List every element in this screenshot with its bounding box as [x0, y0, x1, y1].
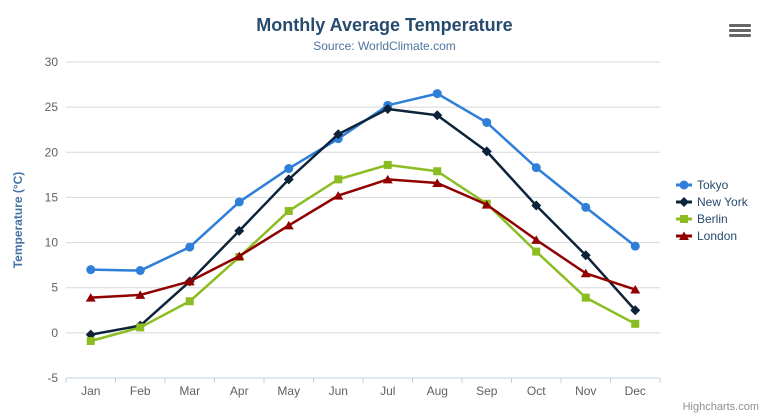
hamburger-menu-icon [729, 23, 751, 27]
data-point-london-jun[interactable] [333, 191, 344, 200]
data-point-tokyo-jan[interactable] [86, 265, 96, 275]
x-axis-tick-label: Aug [427, 384, 448, 398]
y-axis-tick-label: 25 [45, 100, 59, 114]
hamburger-menu-icon [729, 28, 751, 32]
x-axis-tick-label: Sep [476, 384, 498, 398]
data-point-berlin-jul[interactable] [383, 160, 392, 169]
x-axis-tick-label: May [277, 384, 300, 398]
data-point-tokyo-sep[interactable] [482, 117, 492, 127]
data-point-london-nov[interactable] [580, 268, 591, 278]
data-point-berlin-nov[interactable] [581, 293, 590, 302]
data-point-berlin-may[interactable] [284, 206, 293, 215]
data-point-new-york-may[interactable] [283, 174, 294, 185]
data-point-london-jul[interactable] [382, 174, 393, 184]
data-point-london-sep[interactable] [481, 200, 492, 209]
data-point-tokyo-feb[interactable] [135, 266, 145, 276]
data-point-london-apr[interactable] [234, 251, 245, 261]
data-point-tokyo-may[interactable] [284, 164, 294, 174]
legend-item-label: Berlin [697, 212, 728, 226]
data-point-london-may[interactable] [283, 220, 294, 230]
data-point-new-york-oct[interactable] [531, 200, 542, 211]
x-axis-tick-label: Apr [230, 384, 249, 398]
data-point-london-aug[interactable] [432, 178, 443, 187]
export-menu-button[interactable] [726, 19, 754, 41]
x-axis-tick-label: Feb [130, 384, 151, 398]
data-point-new-york-aug[interactable] [432, 110, 443, 121]
y-axis-tick-label: 30 [45, 55, 59, 69]
y-axis-tick-label: 0 [51, 326, 58, 340]
data-point-london-feb[interactable] [135, 290, 146, 299]
legend-item-label: New York [697, 195, 749, 209]
data-point-new-york-apr[interactable] [234, 225, 245, 236]
y-axis-tick-label: 10 [45, 236, 59, 250]
x-axis-tick-label: Nov [575, 384, 596, 398]
y-axis-title: Temperature (°C) [11, 172, 25, 269]
data-point-tokyo-aug[interactable] [432, 89, 442, 99]
data-point-new-york-jul[interactable] [382, 103, 393, 114]
series-line-tokyo [89, 92, 637, 272]
data-point-berlin-oct[interactable] [532, 247, 541, 256]
x-axis-tick-label: Mar [179, 384, 200, 398]
chart-subtitle: Source: WorldClimate.com [313, 39, 456, 53]
legend-item-new-york[interactable]: New York [676, 195, 749, 209]
series-new-york [85, 103, 641, 340]
legend-marker-tokyo [679, 180, 689, 190]
data-point-tokyo-apr[interactable] [234, 197, 244, 207]
legend-marker-berlin [680, 215, 688, 223]
x-axis-tick-label: Jun [329, 384, 348, 398]
data-point-new-york-jun[interactable] [333, 129, 344, 140]
x-axis-tick-label: Oct [527, 384, 546, 398]
data-point-tokyo-oct[interactable] [531, 163, 541, 173]
data-point-berlin-mar[interactable] [185, 297, 194, 306]
data-point-berlin-feb[interactable] [136, 323, 145, 332]
series-line-london [89, 178, 637, 299]
legend-item-berlin[interactable]: Berlin [676, 212, 728, 226]
data-point-tokyo-mar[interactable] [185, 242, 195, 252]
x-axis-tick-label: Jul [380, 384, 395, 398]
legend-item-tokyo[interactable]: Tokyo [676, 178, 729, 192]
data-point-tokyo-dec[interactable] [630, 241, 640, 251]
series-line-new-york [89, 107, 637, 336]
data-point-london-dec[interactable] [630, 285, 641, 294]
series-tokyo [86, 89, 640, 276]
chart-title: Monthly Average Temperature [256, 15, 513, 35]
data-point-tokyo-nov[interactable] [581, 202, 591, 212]
data-point-berlin-jun[interactable] [334, 175, 343, 184]
series-london [85, 174, 641, 302]
hamburger-menu-icon [729, 33, 751, 37]
data-point-berlin-jan[interactable] [86, 336, 95, 345]
data-point-new-york-nov[interactable] [580, 250, 591, 261]
data-point-london-oct[interactable] [531, 235, 542, 244]
x-axis-tick-label: Jan [81, 384, 100, 398]
y-axis-tick-label: 5 [51, 281, 58, 295]
data-point-new-york-dec[interactable] [630, 305, 641, 316]
legend-marker-london [679, 231, 689, 240]
x-axis-tick-label: Dec [625, 384, 646, 398]
data-point-berlin-dec[interactable] [631, 319, 640, 328]
highcharts-credit-link[interactable]: Highcharts.com [682, 401, 759, 413]
legend-item-london[interactable]: London [676, 229, 737, 243]
y-axis-tick-label: 20 [45, 145, 59, 159]
legend-marker-new-york [679, 197, 689, 207]
y-axis-tick-label: 15 [45, 190, 59, 204]
legend-item-label: Tokyo [697, 178, 729, 192]
data-point-london-mar[interactable] [184, 276, 195, 286]
data-point-new-york-sep[interactable] [481, 146, 492, 157]
y-axis-tick-label: -5 [47, 371, 58, 385]
data-point-london-jan[interactable] [85, 293, 96, 302]
data-point-berlin-aug[interactable] [433, 167, 442, 176]
legend-item-label: London [697, 229, 737, 243]
series-line-berlin [89, 163, 637, 343]
